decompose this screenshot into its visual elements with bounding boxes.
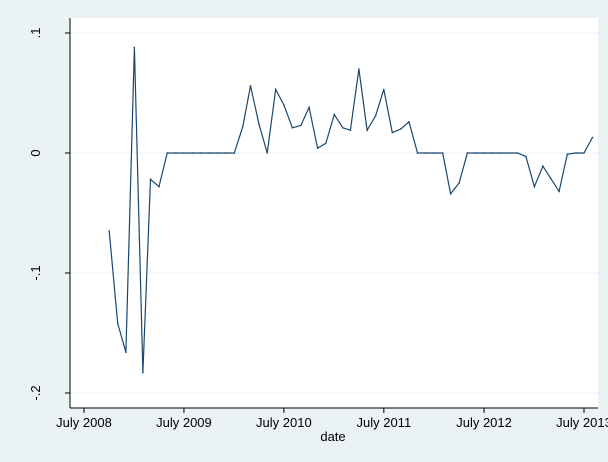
- data-point: [508, 152, 511, 154]
- data-point: [549, 177, 552, 179]
- data-point: [125, 351, 127, 354]
- data-point: [158, 185, 160, 188]
- y-tick-label: .1: [28, 28, 43, 39]
- data-point: [274, 88, 277, 91]
- data-point: [191, 152, 194, 154]
- data-point: [324, 142, 327, 145]
- data-point: [149, 178, 152, 181]
- y-tick-label: 0: [28, 149, 43, 156]
- data-point: [283, 104, 285, 106]
- data-point: [374, 115, 377, 117]
- data-point: [441, 152, 444, 154]
- data-point: [566, 153, 569, 155]
- data-point: [366, 129, 368, 131]
- data-point: [108, 230, 110, 232]
- data-point: [258, 123, 260, 125]
- data-point: [416, 152, 419, 154]
- x-tick-label: July 2011: [356, 415, 411, 430]
- data-point: [349, 129, 352, 131]
- data-point: [200, 152, 202, 154]
- data-point: [183, 152, 185, 154]
- y-tick-label: -.1: [28, 265, 43, 280]
- data-point: [500, 152, 502, 154]
- data-point: [166, 152, 169, 154]
- series-group: [108, 46, 594, 374]
- data-point: [142, 371, 144, 374]
- plot-area: [70, 18, 598, 408]
- data-point: [225, 152, 227, 154]
- data-point: [542, 165, 544, 167]
- data-point: [391, 131, 394, 134]
- data-point: [400, 128, 402, 130]
- data-point: [583, 152, 585, 154]
- data-point: [308, 106, 310, 109]
- data-point: [216, 152, 219, 154]
- data-point: [383, 88, 385, 91]
- x-tick-label: July 2012: [456, 415, 512, 430]
- data-point: [333, 113, 336, 116]
- data-point: [266, 152, 268, 154]
- data-point: [316, 147, 319, 149]
- data-point: [574, 152, 577, 154]
- y-axis-ticks: .1 0 -.1 -.2: [28, 28, 70, 401]
- data-point: [475, 152, 477, 154]
- data-point: [533, 185, 536, 188]
- data-point: [516, 152, 519, 154]
- data-point: [300, 124, 302, 127]
- data-point: [249, 85, 252, 87]
- x-tick-label: July 2008: [56, 415, 112, 430]
- y-tick-label: -.2: [28, 385, 43, 400]
- data-point: [591, 136, 594, 139]
- data-point: [116, 322, 119, 325]
- data-point: [208, 152, 210, 154]
- data-point: [558, 190, 560, 193]
- data-point: [424, 152, 427, 154]
- data-point: [242, 125, 244, 128]
- data-point: [483, 152, 485, 154]
- data-point: [458, 182, 460, 184]
- x-axis-ticks: July 2008 July 2009 July 2010 July 2011 July…: [56, 408, 608, 430]
- data-point: [466, 152, 469, 154]
- x-axis-title: date: [320, 429, 345, 444]
- data-point: [358, 68, 360, 70]
- data-point: [233, 152, 236, 154]
- data-point: [525, 155, 527, 158]
- data-point: [133, 46, 136, 49]
- data-point: [433, 152, 436, 154]
- data-point: [408, 121, 410, 123]
- x-tick-label: July 2013: [556, 415, 608, 430]
- data-point: [341, 127, 344, 129]
- data-point: [291, 127, 294, 129]
- x-tick-label: July 2009: [156, 415, 212, 430]
- data-point: [449, 193, 452, 195]
- data-point: [174, 152, 177, 154]
- data-point: [491, 152, 494, 154]
- x-tick-label: July 2010: [256, 415, 312, 430]
